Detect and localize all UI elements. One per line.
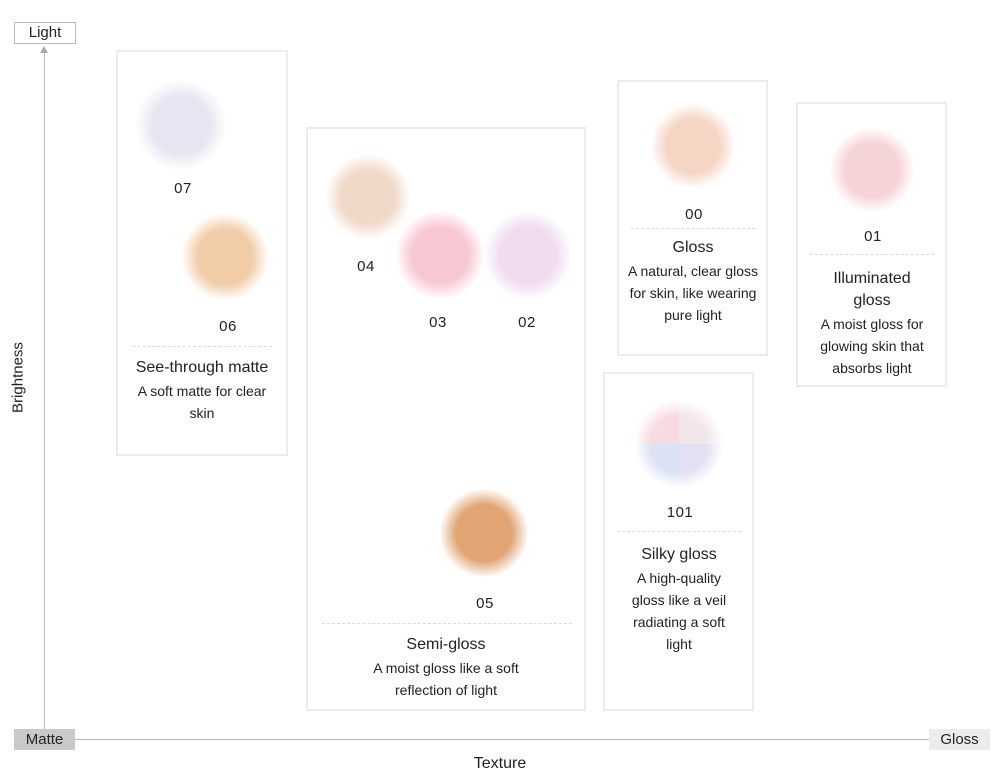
group-description: A moist gloss like a soft reflection of … [373,660,519,698]
divider [132,346,272,347]
shade-06-code: 06 [219,318,237,335]
shade-101-code: 101 [666,504,694,521]
gloss-label: Gloss [929,729,990,750]
group-title: Illuminated gloss [833,270,911,309]
shade-03-swatch [396,211,484,299]
panel-silky-gloss: 101 Silky gloss A high-quality gloss lik… [603,372,754,711]
up-arrow-icon [40,46,48,53]
brightness-axis-line [44,52,45,740]
panel-see-through-matte: 07 06 See-through matte A soft matte for… [116,50,288,456]
group-title: Gloss [672,239,714,256]
divider [322,623,572,624]
shade-01-swatch [830,128,914,212]
shade-07-code: 07 [174,180,192,197]
shade-101-swatch [635,400,723,488]
texture-label: Texture [473,755,527,772]
texture-axis-line [44,739,934,740]
shade-00-code: 00 [685,206,703,223]
shade-07-swatch [136,80,226,170]
matte-label: Matte [14,729,75,750]
group-description: A natural, clear gloss for skin, like we… [628,263,758,323]
group-title: Silky gloss [641,546,717,563]
panel-gloss: 00 Gloss A natural, clear gloss for skin… [617,80,768,356]
light-label: Light [14,22,76,44]
shade-04-code: 04 [357,258,375,275]
panel-semi-gloss: 04 03 02 05 Semi-gloss A moist gloss lik… [306,127,586,711]
group-description: A high-quality gloss like a veil radiati… [631,570,727,652]
shade-06-swatch [182,214,268,300]
brightness-label: Brightness [9,342,27,413]
group-description: A moist gloss for glowing skin that abso… [820,316,924,376]
shade-02-code: 02 [518,314,536,331]
shade-04-swatch [326,155,410,239]
shade-01-code: 01 [864,228,882,245]
divider [617,531,741,532]
shade-05-code: 05 [476,595,494,612]
shade-03-code: 03 [429,314,447,331]
shade-00-swatch [651,104,735,188]
group-title: See-through matte [135,359,269,376]
group-description: A soft matte for clear skin [137,383,267,421]
divider [810,254,934,255]
divider [631,228,755,229]
shade-05-swatch [440,489,528,577]
group-title: Semi-gloss [406,636,486,653]
shade-02-swatch [484,211,572,299]
panel-illuminated-gloss: 01 Illuminated gloss A moist gloss for g… [796,102,947,387]
